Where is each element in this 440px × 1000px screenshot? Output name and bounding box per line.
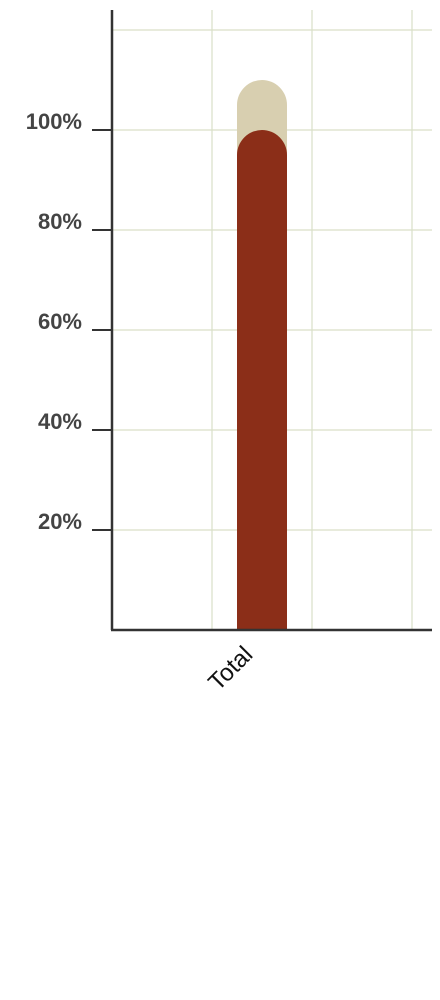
y-axis-ticks: 20% 40% 60% 80% 100%	[26, 109, 112, 534]
y-tick-label: 100%	[26, 109, 82, 134]
axes	[110, 10, 432, 632]
bar-total-series-2	[237, 130, 287, 630]
y-tick-label: 40%	[38, 409, 82, 434]
x-axis-categories: Total	[203, 641, 258, 696]
x-tick-label-total: Total	[203, 641, 258, 696]
y-tick-label: 60%	[38, 309, 82, 334]
y-tick-label: 80%	[38, 209, 82, 234]
y-tick-label: 20%	[38, 509, 82, 534]
bars	[237, 80, 287, 630]
